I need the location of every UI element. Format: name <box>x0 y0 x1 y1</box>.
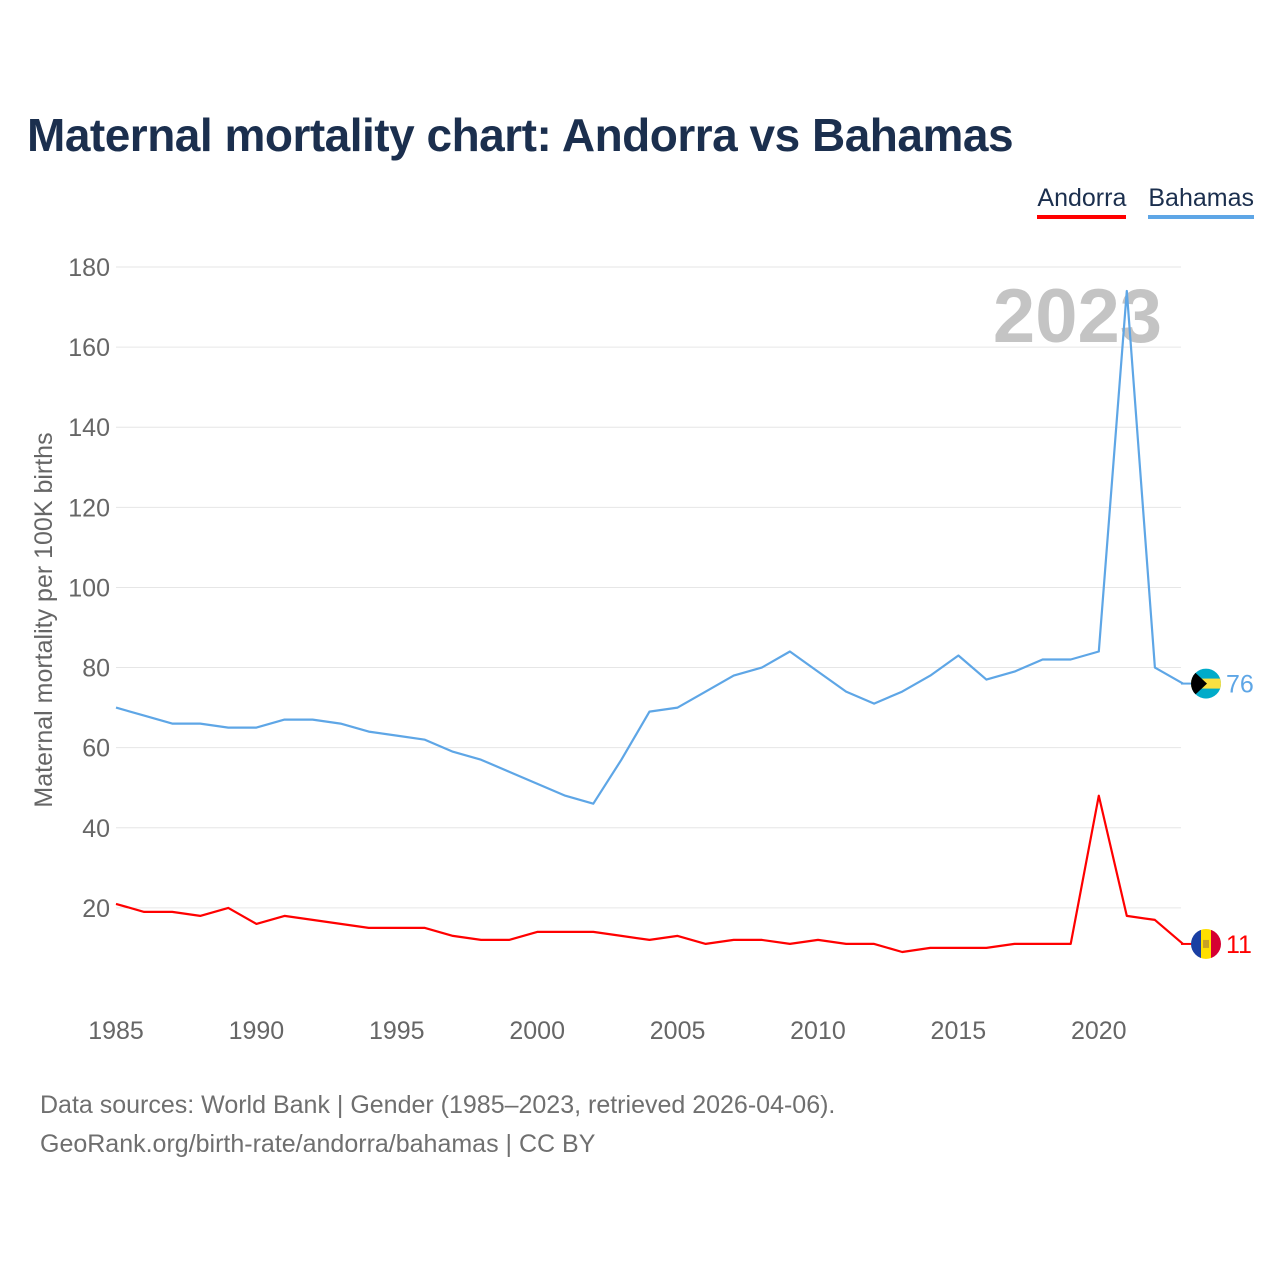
legend-item-andorra[interactable]: Andorra <box>1037 184 1127 219</box>
x-tick-label: 2015 <box>931 1017 987 1045</box>
end-value-label-bahamas: 76 <box>1226 671 1254 699</box>
y-tick-label: 160 <box>68 334 110 362</box>
chart-title: Maternal mortality chart: Andorra vs Bah… <box>27 109 1014 161</box>
andorra-flag-icon <box>1191 928 1221 959</box>
series-lines <box>115 289 1184 954</box>
footer-credit: GeoRank.org/birth-rate/andorra/bahamas |… <box>40 1130 596 1158</box>
legend: Andorra Bahamas <box>1037 184 1254 219</box>
y-tick-label: 40 <box>82 815 110 843</box>
x-tick-label: 1990 <box>229 1017 285 1045</box>
x-axis-ticks: 1985 1990 1995 2000 2005 2010 2015 2020 <box>88 1017 1126 1045</box>
bahamas-flag-icon <box>1191 668 1221 699</box>
year-watermark: 2023 <box>993 274 1162 359</box>
y-tick-label: 60 <box>82 735 110 763</box>
x-tick-label: 1985 <box>88 1017 144 1045</box>
y-tick-label: 180 <box>68 254 110 282</box>
end-markers: 11 76 <box>1181 668 1254 959</box>
x-tick-label: 1995 <box>369 1017 425 1045</box>
series-line-bahamas[interactable] <box>115 289 1184 805</box>
y-tick-label: 100 <box>68 574 110 602</box>
end-value-label-andorra: 11 <box>1226 931 1252 959</box>
grid-lines <box>116 266 1181 909</box>
footer: Data sources: World Bank | Gender (1985–… <box>40 1086 835 1164</box>
y-tick-label: 80 <box>82 655 110 683</box>
y-axis-ticks: 20 40 60 80 100 120 140 160 180 <box>68 254 110 923</box>
footer-source: Data sources: World Bank | Gender (1985–… <box>40 1091 836 1119</box>
y-tick-label: 20 <box>82 895 110 923</box>
x-tick-label: 2020 <box>1071 1017 1127 1045</box>
series-line-andorra[interactable] <box>115 794 1184 954</box>
y-axis-label: Maternal mortality per 100K births <box>30 432 58 807</box>
y-tick-label: 120 <box>68 494 110 522</box>
legend-item-bahamas[interactable]: Bahamas <box>1148 184 1254 219</box>
x-tick-label: 2010 <box>790 1017 846 1045</box>
x-tick-label: 2000 <box>509 1017 565 1045</box>
y-tick-label: 140 <box>68 414 110 442</box>
line-chart: 20 40 60 80 100 120 140 160 180 1985 1990 1995 2000… <box>30 254 1254 1045</box>
x-tick-label: 2005 <box>650 1017 706 1045</box>
